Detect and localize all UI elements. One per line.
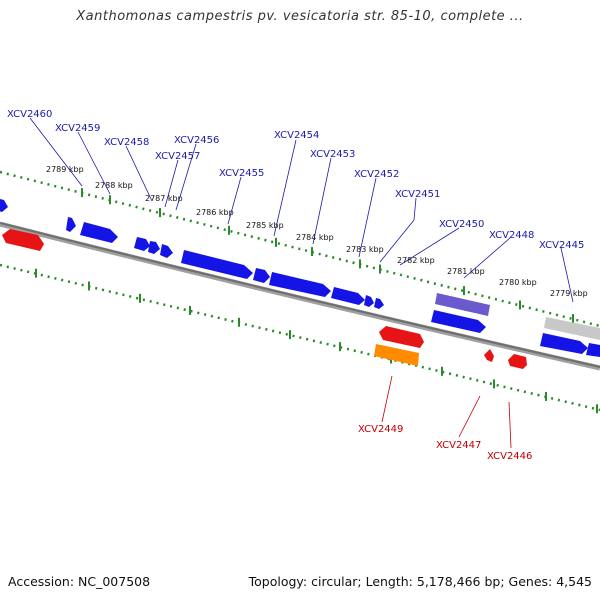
kbp-label: 2786 kbp — [196, 208, 234, 217]
top-leader-lines — [29, 117, 574, 303]
kbp-label: 2788 kbp — [95, 181, 133, 190]
label-xcv2451[interactable]: XCV2451 — [395, 189, 440, 200]
label-xcv2448[interactable]: XCV2448 — [489, 230, 534, 241]
gene-xcv2453[interactable] — [331, 287, 365, 305]
label-xcv2447[interactable]: XCV2447 — [436, 440, 481, 451]
gene-reverse-left[interactable] — [2, 229, 44, 251]
kbp-label: 2784 kbp — [296, 233, 334, 242]
gene-xcv2448[interactable] — [544, 317, 600, 340]
gene-xcv2452b[interactable] — [374, 298, 384, 309]
lower-track — [0, 263, 600, 412]
label-xcv2452[interactable]: XCV2452 — [354, 169, 399, 180]
label-xcv2450[interactable]: XCV2450 — [439, 219, 484, 230]
kbp-label: 2789 kbp — [46, 165, 84, 174]
kbp-label: 2787 kbp — [145, 194, 183, 203]
gene-xcv2446[interactable] — [508, 354, 527, 369]
kbp-label: 2783 kbp — [346, 245, 384, 254]
kbp-tick-labels: 2789 kbp 2788 kbp 2787 kbp 2786 kbp 2785 kbp… — [46, 165, 588, 298]
bottom-leader-lines — [381, 375, 512, 449]
label-xcv2459[interactable]: XCV2459 — [55, 123, 100, 134]
accession-text: Accession: NC_007508 — [8, 574, 151, 589]
gene-xcv2455[interactable] — [181, 250, 253, 279]
gene-xcv2456[interactable] — [160, 244, 173, 258]
gene-xcv2457a[interactable] — [134, 237, 150, 251]
gene-xcv2457b[interactable] — [148, 241, 160, 254]
label-xcv2455[interactable]: XCV2455 — [219, 168, 264, 179]
genome-summary-text: Topology: circular; Length: 5,178,466 bp… — [248, 574, 592, 589]
gene-xcv2458[interactable] — [80, 222, 118, 243]
label-xcv2454[interactable]: XCV2454 — [274, 130, 319, 141]
gene-xcv2454a[interactable] — [253, 268, 270, 283]
bottom-gene-labels: XCV2449 XCV2447 XCV2446 — [358, 424, 532, 462]
genes — [0, 198, 600, 369]
label-xcv2446[interactable]: XCV2446 — [487, 451, 532, 462]
label-xcv2453[interactable]: XCV2453 — [310, 149, 355, 160]
label-xcv2445[interactable]: XCV2445 — [539, 240, 584, 251]
kbp-label: 2785 kbp — [246, 221, 284, 230]
kbp-label: 2781 kbp — [447, 267, 485, 276]
gene-xcv2445b[interactable] — [586, 343, 600, 357]
gene-xcv2452a[interactable] — [364, 295, 374, 307]
upper-major-ticks — [81, 188, 574, 324]
label-xcv2460[interactable]: XCV2460 — [7, 109, 52, 120]
label-xcv2457[interactable]: XCV2457 — [155, 151, 200, 162]
kbp-label: 2779 kbp — [550, 289, 588, 298]
gene-xcv2445a[interactable] — [540, 333, 588, 354]
label-xcv2449[interactable]: XCV2449 — [358, 424, 403, 435]
kbp-label: 2782 kbp — [397, 256, 435, 265]
gene-xcv2449b[interactable] — [374, 344, 419, 366]
gene-xcv2454b[interactable] — [269, 272, 331, 297]
gene-xcv2450[interactable] — [431, 310, 486, 333]
upper-track — [0, 170, 600, 328]
backbone — [0, 222, 600, 368]
top-gene-labels: XCV2460 XCV2459 XCV2458 XCV2456 XCV2457 … — [7, 109, 584, 251]
gene-xcv2451[interactable] — [435, 293, 490, 316]
gene-xcv2447[interactable] — [484, 349, 494, 362]
gene-xcv2460[interactable] — [0, 198, 8, 212]
kbp-label: 2780 kbp — [499, 278, 537, 287]
gene-xcv2459[interactable] — [66, 217, 76, 232]
label-xcv2456[interactable]: XCV2456 — [174, 135, 219, 146]
gene-xcv2449a[interactable] — [379, 326, 424, 348]
map-title: Xanthomonas campestris pv. vesicatoria s… — [76, 9, 524, 24]
label-xcv2458[interactable]: XCV2458 — [104, 137, 149, 148]
